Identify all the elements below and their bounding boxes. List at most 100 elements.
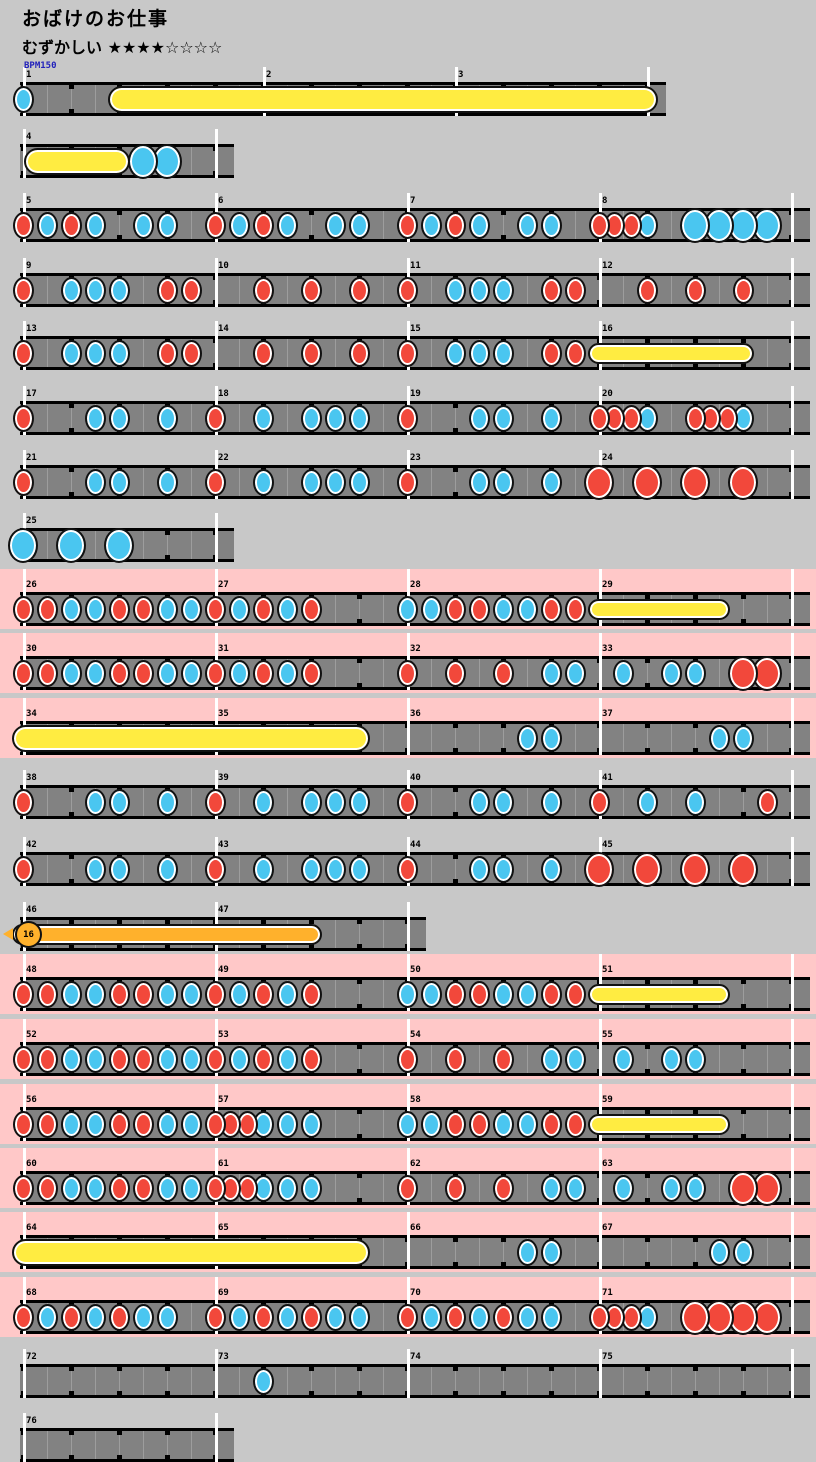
beat-gridline: [239, 468, 240, 496]
beat-tick: [501, 1367, 506, 1371]
measure-line: [215, 513, 218, 562]
ka-note: [732, 1238, 754, 1266]
beat-tick: [693, 1110, 698, 1114]
beat-tick: [549, 1367, 554, 1371]
beat-gridline: [71, 85, 72, 113]
don-note: [108, 595, 130, 623]
measure-number: 56: [26, 1095, 37, 1105]
ka-note: [60, 1174, 82, 1202]
ka-note: [492, 1110, 514, 1138]
measure-number: 41: [602, 773, 613, 783]
ka-note: [36, 1303, 58, 1331]
don-note: [12, 1174, 34, 1202]
measure-number: 23: [410, 453, 421, 463]
ka-note: [84, 595, 106, 623]
don-note: [732, 276, 754, 304]
beat-tick: [645, 659, 650, 663]
ka-note: [228, 659, 250, 687]
beat-gridline: [47, 1431, 48, 1459]
don-note: [444, 980, 466, 1008]
beat-gridline: [647, 1238, 648, 1266]
don-note: [12, 468, 34, 496]
measure-bar: [20, 1364, 810, 1398]
ka-note: [660, 1045, 682, 1073]
measure-number: 31: [218, 644, 229, 654]
beat-tick: [309, 920, 314, 924]
beat-tick: [357, 1110, 362, 1114]
beat-gridline: [479, 1238, 480, 1266]
measure-line: [791, 633, 794, 690]
beat-gridline: [431, 1367, 432, 1395]
measure-line: [215, 321, 218, 370]
beat-tick: [501, 1391, 506, 1395]
don-note: [252, 211, 274, 239]
balloon-count: 16: [23, 929, 34, 940]
beat-gridline: [191, 788, 192, 816]
beat-gridline: [71, 404, 72, 432]
drumroll-note: [588, 342, 754, 364]
beat-tick: [741, 1004, 746, 1008]
don-note: [396, 1174, 418, 1202]
don-note: [204, 404, 226, 432]
beat-tick: [645, 1045, 650, 1049]
beat-tick: [165, 1367, 170, 1371]
beat-tick: [645, 980, 650, 984]
ka-note: [420, 980, 442, 1008]
measure-number: 58: [410, 1095, 421, 1105]
beat-tick: [117, 920, 122, 924]
beat-tick: [309, 944, 314, 948]
beat-gridline: [143, 788, 144, 816]
beat-tick: [69, 468, 74, 472]
don-note: [444, 211, 466, 239]
beat-gridline: [479, 659, 480, 687]
measure-line: [599, 1148, 602, 1205]
beat-tick: [453, 1391, 458, 1395]
beat-gridline: [743, 1110, 744, 1138]
beat-gridline: [647, 659, 648, 687]
ka-note: [84, 404, 106, 432]
beat-tick: [309, 1391, 314, 1395]
ka-note: [156, 1110, 178, 1138]
beat-tick: [117, 944, 122, 948]
beat-gridline: [95, 1367, 96, 1395]
measure-number: 15: [410, 324, 421, 334]
ka-note: [660, 659, 682, 687]
don-note: [60, 1303, 82, 1331]
don-note: [252, 276, 274, 304]
ka-note: [276, 1110, 298, 1138]
big-don-note: [728, 464, 758, 500]
ka-note: [84, 276, 106, 304]
beat-tick: [165, 555, 170, 559]
beat-gridline: [383, 788, 384, 816]
don-note: [300, 1045, 322, 1073]
don-note: [12, 1303, 34, 1331]
ka-note: [684, 1174, 706, 1202]
measure-number: 48: [26, 965, 37, 975]
beat-tick: [69, 788, 74, 792]
don-note: [204, 980, 226, 1008]
beat-gridline: [383, 211, 384, 239]
beat-gridline: [719, 1174, 720, 1202]
ka-note: [156, 1045, 178, 1073]
ka-note: [324, 468, 346, 496]
beat-gridline: [671, 855, 672, 883]
don-note: [252, 339, 274, 367]
ka-note: [444, 276, 466, 304]
beat-gridline: [143, 404, 144, 432]
don-note: [132, 1110, 154, 1138]
big-don-note: [728, 655, 758, 691]
measure-number: 4: [26, 132, 32, 142]
big-don-note: [728, 1170, 758, 1206]
measure-line: [599, 633, 602, 690]
ka-note: [156, 595, 178, 623]
beat-gridline: [671, 788, 672, 816]
ka-note: [540, 788, 562, 816]
ka-note: [108, 339, 130, 367]
beat-gridline: [479, 724, 480, 752]
beat-tick: [69, 109, 74, 113]
beat-gridline: [71, 855, 72, 883]
don-note: [12, 1045, 34, 1073]
beat-gridline: [95, 531, 96, 559]
beat-gridline: [647, 1367, 648, 1395]
beat-gridline: [311, 211, 312, 239]
